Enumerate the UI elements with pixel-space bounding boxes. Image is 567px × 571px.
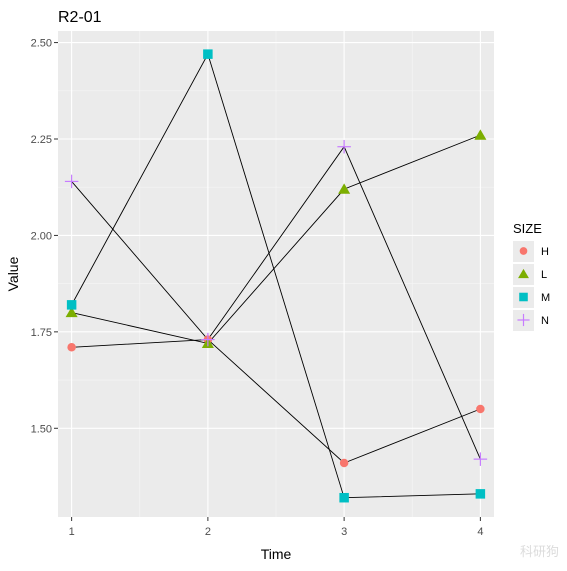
data-point-M xyxy=(475,489,486,499)
data-point-N xyxy=(64,174,79,189)
series-line-M xyxy=(71,52,481,499)
y-tick-label: 1.75 xyxy=(31,327,52,339)
y-axis-label: Value xyxy=(5,256,21,291)
legend-key-N xyxy=(517,313,530,327)
legend-key-H xyxy=(519,247,528,255)
data-point-N xyxy=(337,139,351,154)
series-line-H xyxy=(71,339,481,464)
y-tick-label: 1.50 xyxy=(31,423,52,435)
chart-title: R2-01 xyxy=(58,9,102,26)
data-point-L xyxy=(338,183,351,194)
data-point-N xyxy=(473,452,488,466)
series-line-L xyxy=(71,134,481,344)
watermark: 科研狗 xyxy=(519,545,559,560)
axes: 1.50 1.75 2.00 2.25 2.50 1 2 3 4 xyxy=(31,38,484,538)
legend-label: M xyxy=(541,292,550,304)
series-line-N xyxy=(71,145,481,460)
x-tick-label: 1 xyxy=(69,526,75,538)
grid-lines xyxy=(58,31,494,517)
data-point-L xyxy=(474,129,487,140)
data-point-M xyxy=(339,492,349,503)
legend-label: N xyxy=(541,315,549,327)
data-point-M xyxy=(203,49,213,59)
x-axis-label: Time xyxy=(261,546,292,562)
y-tick-label: 2.50 xyxy=(31,38,52,50)
x-tick-label: 3 xyxy=(341,526,347,538)
data-point-H xyxy=(67,343,76,352)
series-lines xyxy=(71,52,481,499)
y-tick-label: 2.25 xyxy=(31,134,52,146)
legend-key-M xyxy=(519,292,528,302)
legend-label: H xyxy=(541,246,549,258)
legend-key-L xyxy=(518,268,529,279)
legend-title: SIZE xyxy=(513,221,542,236)
data-point-H xyxy=(339,458,349,468)
data-point-L xyxy=(65,306,78,318)
x-tick-label: 2 xyxy=(205,526,211,538)
legend-label: L xyxy=(541,269,547,281)
y-tick-label: 2.00 xyxy=(31,230,52,242)
data-point-H xyxy=(476,404,485,414)
x-tick-label: 4 xyxy=(477,526,483,538)
data-point-N xyxy=(201,332,215,347)
data-point-M xyxy=(66,300,77,310)
series-points xyxy=(64,49,488,503)
